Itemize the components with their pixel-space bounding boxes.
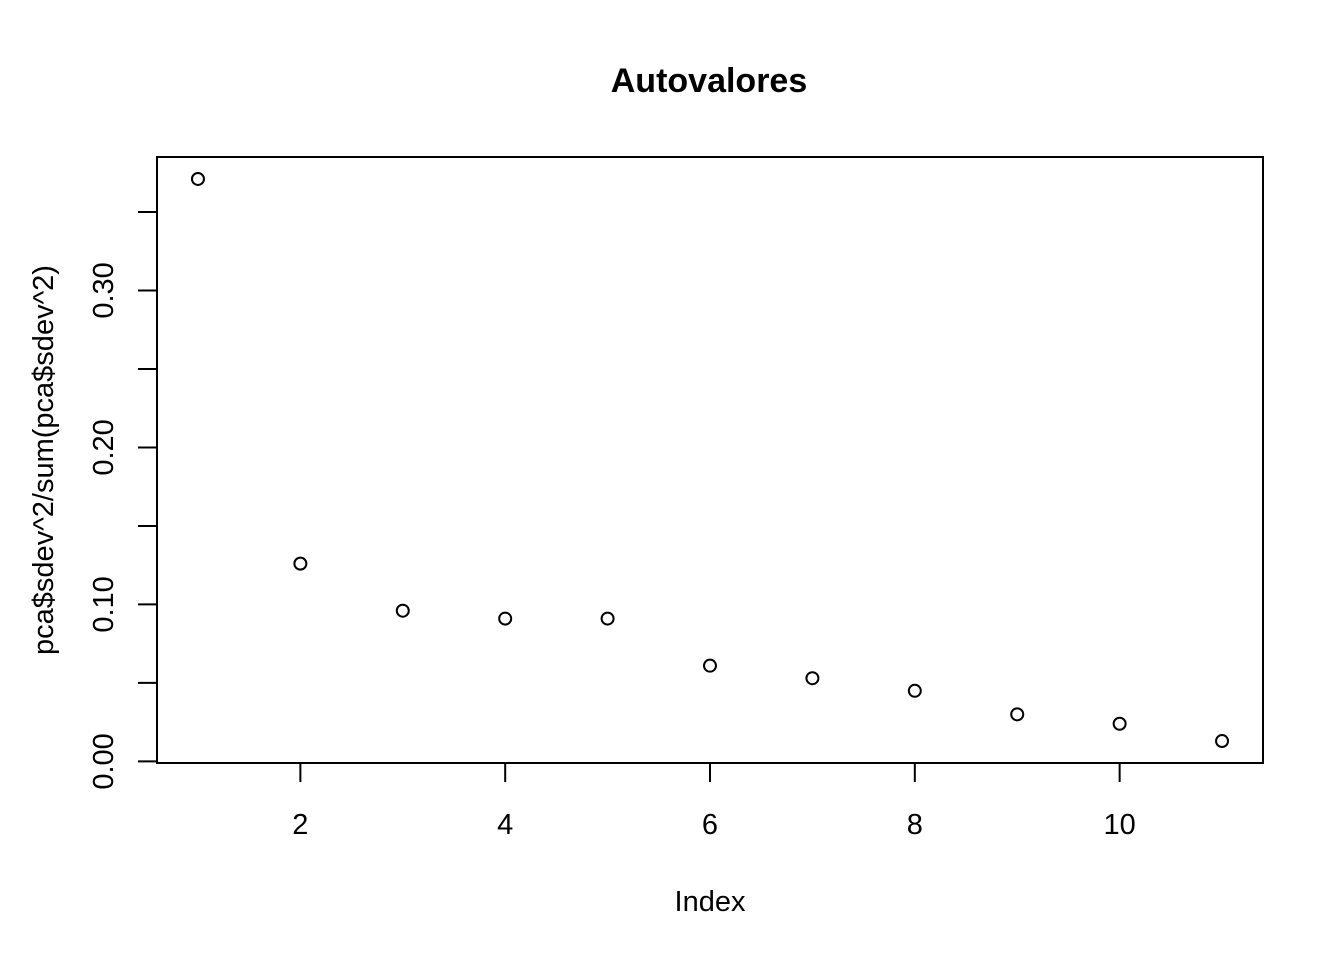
data-point bbox=[1112, 716, 1127, 731]
y-tick-label: 0.00 bbox=[88, 733, 120, 789]
x-axis: 2 4 6 8 10 bbox=[292, 763, 1136, 841]
data-points bbox=[190, 171, 1230, 749]
x-tick-label: 10 bbox=[1103, 809, 1135, 841]
data-point bbox=[907, 683, 922, 698]
data-point bbox=[1010, 707, 1025, 722]
x-tick-label: 4 bbox=[497, 809, 513, 841]
data-point bbox=[1215, 734, 1230, 749]
data-point bbox=[293, 556, 308, 571]
y-axis-label: pca$sdev^2/sum(pca$sdev^2) bbox=[28, 265, 60, 655]
data-point bbox=[805, 671, 820, 686]
x-tick-label: 2 bbox=[292, 809, 308, 841]
x-tick-label: 8 bbox=[907, 809, 923, 841]
y-tick-label: 0.30 bbox=[88, 262, 120, 318]
y-tick-label: 0.10 bbox=[88, 576, 120, 632]
data-point bbox=[703, 658, 717, 673]
y-tick-label: 0.20 bbox=[88, 419, 120, 475]
x-axis-label: Index bbox=[675, 886, 746, 918]
data-point bbox=[600, 611, 615, 626]
x-tick-label: 6 bbox=[702, 809, 718, 841]
y-axis: 0.00 0.10 0.20 0.30 bbox=[88, 210, 157, 790]
data-point bbox=[395, 603, 410, 618]
data-point bbox=[190, 171, 205, 186]
data-point bbox=[498, 611, 513, 626]
chart-title: Autovalores bbox=[611, 62, 808, 100]
